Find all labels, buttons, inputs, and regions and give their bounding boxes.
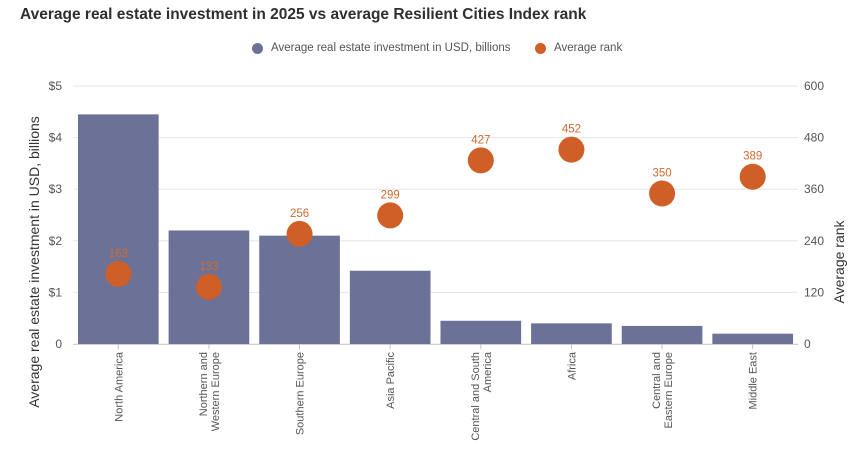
bar[interactable]: [621, 325, 703, 344]
right-tick-label: 480: [804, 131, 824, 145]
left-tick-label: $4: [49, 131, 63, 145]
rank-data-label: 350: [652, 168, 671, 180]
rank-point[interactable]: [105, 260, 132, 287]
bar[interactable]: [712, 333, 794, 344]
rank-point[interactable]: [739, 163, 766, 190]
bar[interactable]: [440, 320, 522, 344]
category-label: America: [482, 351, 494, 392]
left-axis-title: Average real estate investment in USD, b…: [26, 116, 42, 408]
rank-point[interactable]: [558, 136, 585, 163]
chart-title: Average real estate investment in 2025 v…: [20, 6, 587, 23]
rank-point[interactable]: [467, 147, 494, 174]
rank-point[interactable]: [377, 202, 404, 229]
category-label: Eastern Europe: [663, 352, 675, 428]
rank-data-label: 133: [199, 261, 218, 273]
category-label: Africa: [566, 351, 578, 380]
left-tick-label: $2: [49, 234, 63, 248]
legend-label-investment: Average real estate investment in USD, b…: [271, 42, 511, 54]
category-label: Central and South: [470, 352, 482, 441]
legend-item-rank[interactable]: Average rank: [535, 42, 622, 54]
left-tick-label: $1: [49, 285, 63, 299]
category-label: Asia Pacific: [385, 352, 397, 409]
bar[interactable]: [531, 323, 612, 344]
left-axis-ticks: 0 $1 $2 $3 $4 $5: [49, 79, 63, 351]
legend-swatch-rank: [535, 42, 546, 54]
left-tick-label: 0: [55, 337, 62, 351]
rank-point[interactable]: [649, 180, 676, 207]
rank-data-label: 452: [562, 124, 581, 136]
legend-item-investment[interactable]: Average real estate investment in USD, b…: [252, 42, 511, 54]
bar[interactable]: [349, 270, 431, 344]
left-tick-label: $5: [49, 79, 63, 93]
category-axis: North America Northern and Western Europe S…: [73, 344, 798, 441]
bar-series: [77, 114, 794, 344]
rank-series: 163 133 256 299 427 452 350 389: [105, 124, 766, 300]
category-label: Central and: [651, 352, 663, 409]
chart-legend: Average real estate investment in USD, b…: [0, 42, 864, 60]
rank-data-label: 299: [381, 189, 400, 201]
right-tick-label: 120: [804, 285, 824, 299]
right-axis-ticks: 0 120 240 360 480 600: [804, 79, 824, 351]
right-tick-label: 240: [804, 234, 824, 248]
rank-data-label: 256: [290, 208, 309, 220]
category-label: Southern Europe: [295, 352, 307, 435]
category-label: North America: [113, 351, 125, 422]
left-tick-label: $3: [49, 182, 63, 196]
rank-data-label: 163: [109, 248, 128, 260]
right-axis-title: Average rank: [831, 219, 847, 303]
right-tick-label: 600: [804, 79, 824, 93]
right-tick-label: 0: [804, 337, 811, 351]
bar[interactable]: [77, 114, 159, 344]
legend-swatch-investment: [252, 42, 263, 54]
category-label: Northern and: [198, 352, 210, 416]
right-tick-label: 360: [804, 182, 824, 196]
category-label: Western Europe: [210, 352, 222, 431]
rank-point[interactable]: [286, 220, 313, 247]
category-label: Middle East: [748, 352, 760, 409]
bar[interactable]: [259, 235, 340, 344]
rank-point[interactable]: [195, 273, 222, 300]
rank-data-label: 389: [743, 151, 762, 163]
legend-label-rank: Average rank: [554, 42, 623, 54]
rank-data-label: 427: [471, 134, 490, 146]
